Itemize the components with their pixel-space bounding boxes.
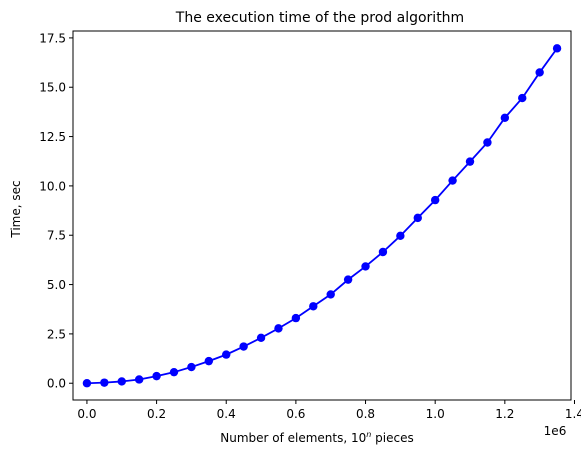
x-tick-label: 0.8 [356,407,375,421]
y-tick-label: 17.5 [39,31,66,45]
data-point [117,377,126,386]
x-axis-title: Number of elements, 10n pieces [220,430,414,445]
data-point [500,113,510,123]
data-point [378,247,388,257]
data-point [239,342,248,351]
data-point [430,195,440,205]
y-tick-label: 10.0 [39,179,66,193]
data-point [413,213,422,223]
chart-title: The execution time of the prod algorithm [175,10,464,26]
data-point [535,68,544,77]
data-point [169,367,179,377]
x-axis-title-exponent: n [366,430,371,439]
data-point [483,138,492,147]
data-point [291,313,301,323]
y-tick-label: 0.0 [47,377,66,391]
data-point [204,356,214,366]
data-point [552,44,562,53]
x-axis-title-suffix: pieces [371,431,413,445]
y-tick-label: 2.5 [47,327,66,341]
data-point [518,93,527,103]
x-tick-label: 0.0 [77,407,96,421]
y-tick-label: 7.5 [47,229,66,243]
data-point [152,371,161,381]
data-point [222,350,231,359]
data-point [309,302,318,311]
plot-area [82,44,562,388]
data-point [465,157,475,166]
data-point [82,379,92,388]
x-axis-title-prefix: Number of elements, 10 [220,431,366,445]
data-point [343,275,353,284]
y-tick-label: 5.0 [47,278,66,292]
data-point [396,231,405,241]
data-point [326,290,335,299]
x-tick-label: 0.4 [217,407,236,421]
y-tick-label: 15.0 [39,81,66,95]
data-point [134,375,144,384]
x-tick-label: 1.2 [495,407,514,421]
x-tick-label: 1.4 [565,407,581,421]
x-tick-label: 0.6 [286,407,305,421]
data-point [187,362,196,372]
data-point [100,378,109,387]
x-tick-label: 0.2 [147,407,166,421]
data-point [448,176,457,185]
series-line [86,47,558,385]
x-axis-offset-label: 1e6 [544,424,567,438]
y-tick-label: 12.5 [39,130,66,144]
x-tick-label: 1.0 [426,407,445,421]
data-point [361,262,370,271]
axes-frame [72,30,572,401]
data-point [274,324,283,333]
y-axis-title: Time, sec [9,180,23,238]
data-point [256,333,266,343]
axes: 0.0 0.2 0.4 0.6 0.8 1.0 1.2 1.4 0.0 2.5 5.0 7.5 10.0… [39,30,581,421]
